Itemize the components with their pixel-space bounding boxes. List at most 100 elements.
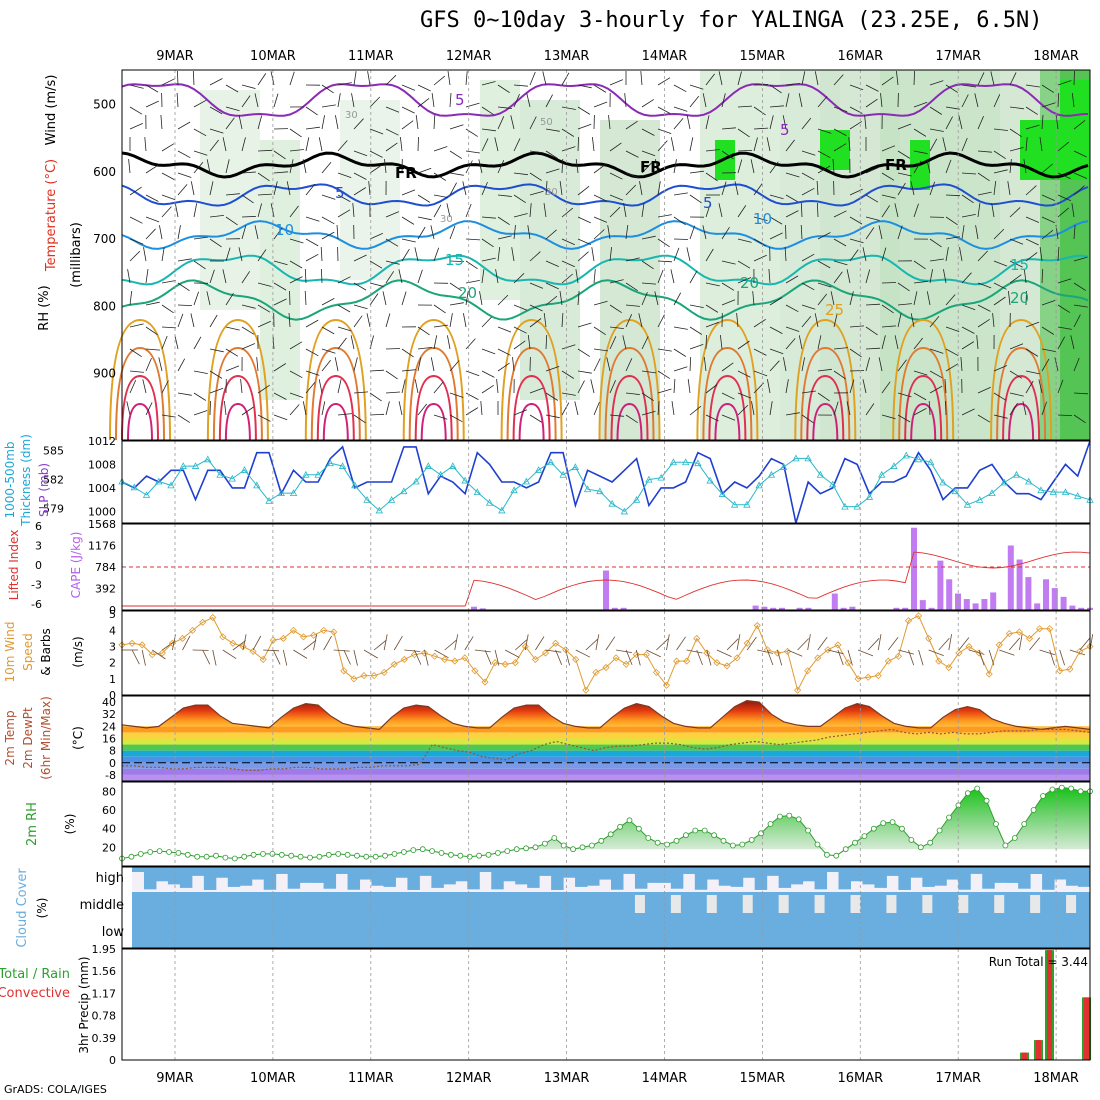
wind-barb (513, 194, 526, 204)
temperature-contour (696, 318, 759, 441)
wind-barb (1041, 114, 1044, 130)
wind-barb (673, 348, 687, 357)
wind-barb (497, 348, 511, 356)
wind-barb (504, 649, 520, 658)
date-label-top: 14MAR (642, 49, 688, 64)
wind-speed-marker (642, 651, 650, 659)
rh-marker (899, 825, 905, 832)
rh-marker (466, 853, 473, 860)
panel-frame (121, 610, 1091, 696)
wind-barb (209, 370, 223, 379)
wind-barb (1025, 185, 1037, 196)
wind-barb (609, 336, 617, 350)
rh-marker (824, 851, 830, 858)
wind-barb (897, 172, 912, 177)
wind-barb (1057, 207, 1069, 218)
wind-barb (545, 282, 559, 290)
rh-shading (940, 70, 1000, 440)
wind-barb (238, 247, 243, 262)
wind-barb (561, 158, 564, 174)
wind-barb (849, 325, 865, 328)
wind-barb (606, 357, 611, 372)
wind-barb (1025, 380, 1034, 394)
wind-barb (222, 269, 227, 284)
temperature-contour (610, 374, 649, 441)
rh-marker (278, 851, 285, 858)
wind-barb (415, 115, 419, 130)
wind-barb (865, 347, 881, 350)
wind-barb (209, 314, 218, 328)
wind-barb (992, 313, 995, 328)
wind-barb (417, 347, 432, 350)
thickness-marker (265, 496, 273, 504)
wind-barb (465, 280, 480, 284)
wind-barb (495, 269, 499, 284)
wind-barb (641, 235, 656, 240)
wind-barb (289, 149, 304, 152)
wind-barb (177, 121, 191, 130)
wind-barb (497, 106, 512, 109)
rh-marker (476, 852, 483, 859)
wind-barb (256, 357, 259, 372)
wind-barb (513, 304, 528, 311)
cape-bar (1034, 603, 1041, 610)
wind-barb (193, 370, 208, 374)
wind-barb (209, 238, 222, 248)
wind-barb (1073, 185, 1085, 196)
cloud-high-bar (551, 867, 564, 890)
wind-barb (289, 370, 303, 379)
rh-marker (485, 851, 492, 858)
thickness-marker (583, 485, 592, 493)
wind-barb (705, 73, 715, 86)
cloud-high-bar (599, 867, 612, 880)
wind-barb (513, 340, 526, 350)
cloud-high-bar (311, 867, 325, 883)
cape-label: CAPE (J/kg) (69, 532, 83, 599)
wind-barb (908, 649, 915, 666)
wind-barb (1009, 260, 1023, 268)
wind-barb (417, 357, 422, 372)
wind-speed-marker (229, 639, 237, 647)
wind-speed-marker (189, 626, 197, 634)
temperature-contour (910, 402, 937, 441)
cloud-high-bar (790, 867, 804, 885)
wind-barb (801, 414, 814, 424)
wind-barb (623, 203, 627, 218)
wind-barb (433, 172, 447, 181)
rh-marker (758, 830, 764, 837)
wind-barb (321, 298, 335, 306)
wind-barb (577, 136, 579, 152)
wind-barb (497, 194, 512, 197)
wind-barb (865, 269, 871, 284)
wind-barb (785, 93, 790, 108)
wind-barb (129, 84, 144, 89)
cape-bar (972, 603, 979, 610)
wind-barb (1023, 269, 1027, 284)
wind-barb (737, 340, 750, 350)
wind-barb (769, 348, 784, 355)
temp2m-label: (6hr Min/Max) (39, 696, 53, 780)
wind-barb (1073, 150, 1087, 158)
thickness-label: Thickness (dm) (19, 434, 33, 527)
rh-marker (692, 827, 699, 834)
wind-barb (257, 384, 270, 394)
wind-barb (529, 116, 537, 130)
cape-bar (1051, 588, 1058, 610)
wind-barb (126, 401, 131, 416)
y-tick-label: 784 (95, 561, 116, 574)
thickness-marker (755, 481, 763, 489)
wind-barb (177, 225, 181, 240)
temperature-contour (121, 374, 159, 441)
wind-barb (353, 304, 368, 310)
wind-barb (929, 258, 944, 262)
wind-barb (609, 142, 622, 152)
wind-barb (1041, 194, 1055, 201)
rh-marker (870, 825, 877, 832)
cloud-high-bar (287, 867, 301, 889)
cloud-high-bar (718, 867, 732, 886)
wind-barb (737, 277, 752, 284)
y-tick-label: 6 (35, 520, 42, 533)
wind-barb (800, 224, 803, 240)
temp-color-band (122, 726, 1090, 733)
wind-barb (305, 370, 320, 376)
